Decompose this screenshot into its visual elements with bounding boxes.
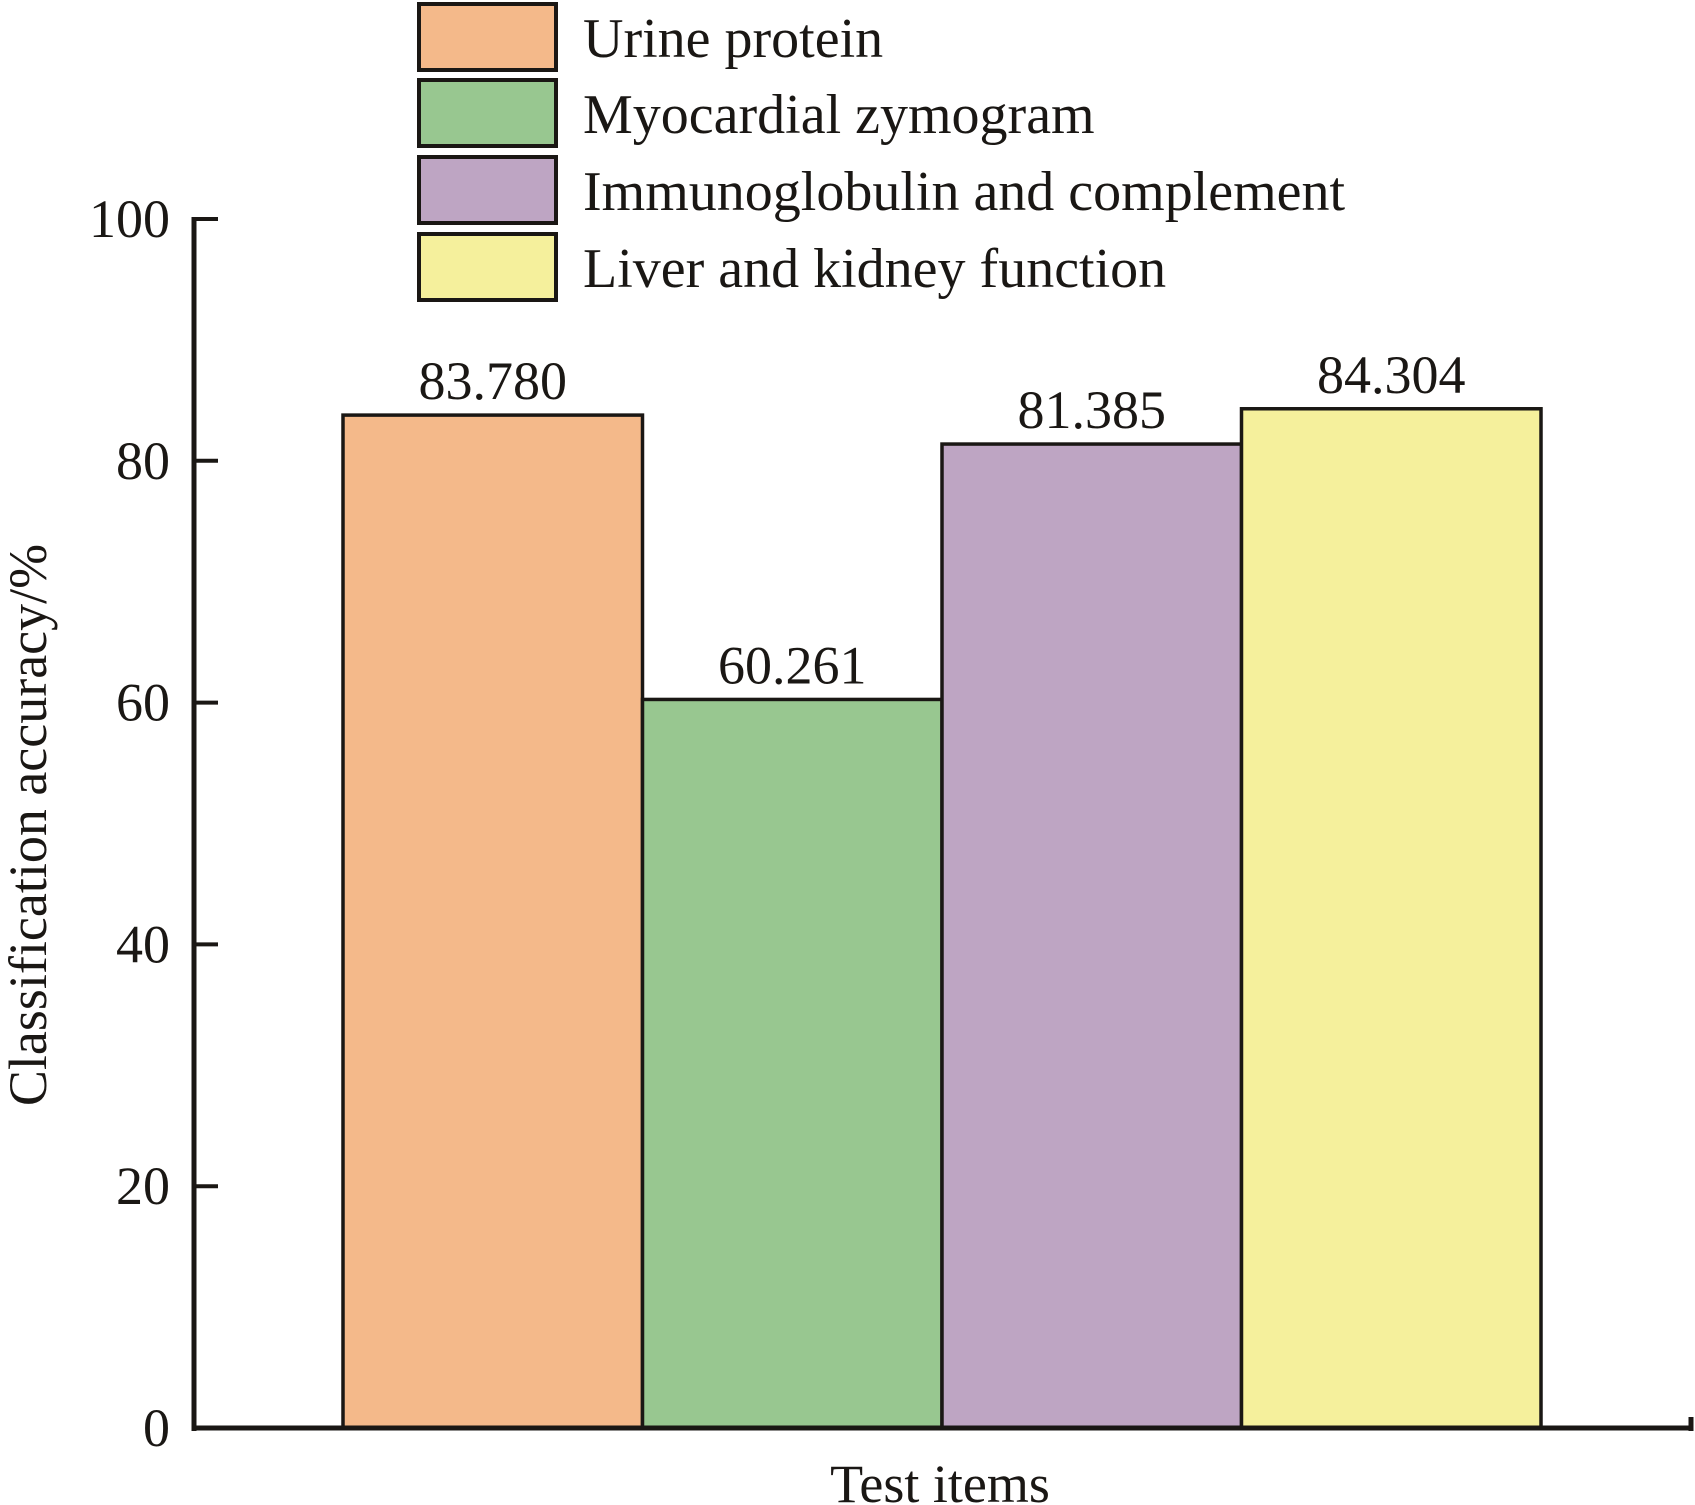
bar [1239, 407, 1543, 1430]
legend: Urine protein Myocardial zymogram Immunogl… [417, 2, 1346, 302]
legend-swatch [417, 155, 558, 225]
bar-value-label: 60.261 [718, 635, 867, 695]
x-axis-label: Test items [830, 1454, 1050, 1505]
y-tick-label: 60 [116, 673, 170, 733]
y-tick-label: 0 [143, 1398, 170, 1458]
legend-swatch [417, 78, 558, 148]
legend-label: Myocardial zymogram [583, 84, 1095, 146]
bars [341, 407, 1543, 1430]
legend-label: Urine protein [583, 8, 883, 70]
y-ticks: 0 20 40 60 80 100 [89, 189, 218, 1458]
bar-value-label: 83.780 [419, 351, 568, 411]
legend-swatch [417, 232, 558, 302]
value-labels: 83.780 60.261 81.385 84.304 [419, 345, 1466, 696]
y-tick-label: 20 [116, 1156, 170, 1216]
legend-swatch [417, 2, 558, 72]
bar-value-label: 81.385 [1018, 380, 1167, 440]
y-tick-label: 80 [116, 431, 170, 491]
axes [191, 217, 1694, 1431]
y-tick-label: 100 [89, 189, 170, 249]
bar [341, 413, 645, 1430]
legend-label: Immunoglobulin and complement [583, 161, 1346, 223]
legend-label: Liver and kidney function [583, 238, 1166, 300]
bar [640, 697, 944, 1430]
bar-value-label: 84.304 [1317, 345, 1466, 405]
y-tick-label: 40 [116, 914, 170, 974]
bar [940, 442, 1244, 1430]
y-axis-label: Classification accuracy/% [0, 544, 58, 1106]
